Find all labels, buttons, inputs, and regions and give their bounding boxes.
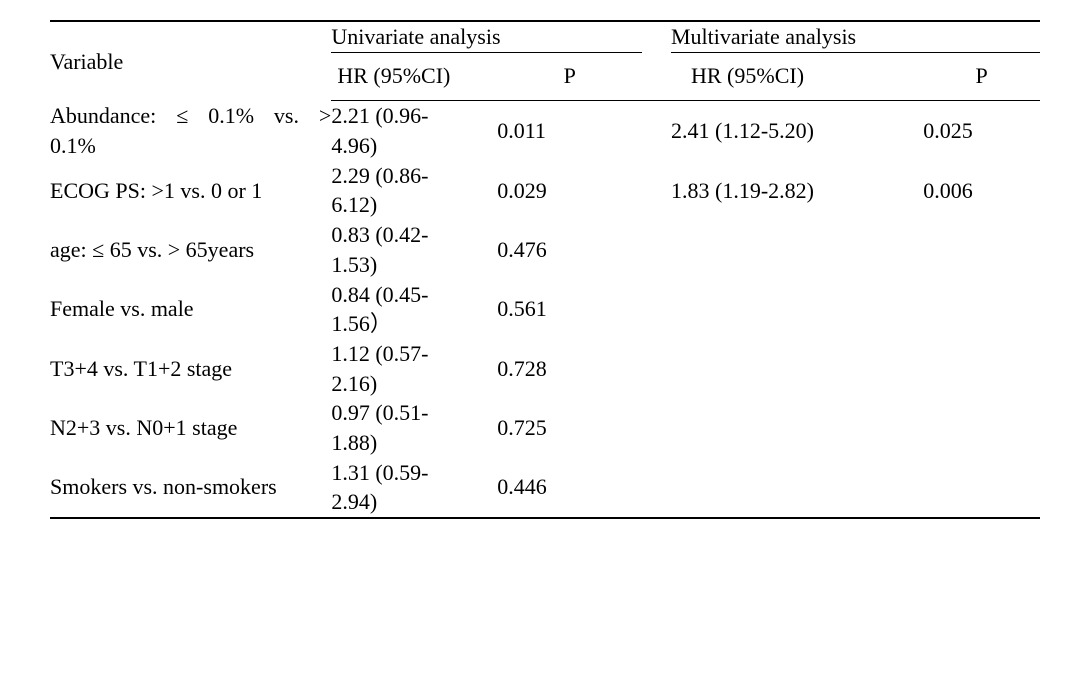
- cell-univariate-p: 0.011: [497, 101, 642, 161]
- cell-variable: Abundance: ≤ 0.1% vs. >0.1%: [50, 101, 331, 161]
- cell-gap: [642, 280, 671, 339]
- header-multivariate-hr: HR (95%CI): [671, 52, 923, 101]
- header-multivariate: Multivariate analysis: [671, 21, 1040, 52]
- univariate-hr-value: 0.97 (0.51-: [331, 398, 481, 428]
- variable-text: Female vs. male: [50, 294, 331, 324]
- univariate-hr-value: 2.16): [331, 369, 481, 399]
- page: Variable Univariate analysis Multivariat…: [0, 0, 1080, 689]
- cell-multivariate-hr: [671, 339, 923, 398]
- cell-multivariate-hr: 2.41 (1.12-5.20): [671, 101, 923, 161]
- cell-multivariate-p: [923, 458, 1040, 518]
- cell-univariate-hr: 2.21 (0.96-4.96): [331, 101, 497, 161]
- header-univariate-hr: HR (95%CI): [331, 52, 497, 101]
- cell-multivariate-hr: [671, 220, 923, 279]
- univariate-hr-value: 2.94): [331, 487, 481, 517]
- cell-variable: Smokers vs. non-smokers: [50, 458, 331, 518]
- cell-multivariate-hr: [671, 458, 923, 518]
- cell-multivariate-p: 0.025: [923, 101, 1040, 161]
- cell-univariate-hr: 0.97 (0.51-1.88): [331, 398, 497, 457]
- cell-multivariate-hr: [671, 398, 923, 457]
- variable-text: N2+3 vs. N0+1 stage: [50, 413, 331, 443]
- table-row: N2+3 vs. N0+1 stage0.97 (0.51-1.88)0.725: [50, 398, 1040, 457]
- cell-multivariate-p: [923, 280, 1040, 339]
- univariate-hr-value: 4.96): [331, 131, 481, 161]
- cell-gap: [642, 458, 671, 518]
- cell-multivariate-hr: [671, 280, 923, 339]
- analysis-table: Variable Univariate analysis Multivariat…: [50, 20, 1040, 519]
- cell-multivariate-p: 0.006: [923, 161, 1040, 220]
- cell-univariate-p: 0.561: [497, 280, 642, 339]
- header-gap: [642, 21, 671, 52]
- variable-text: age: ≤ 65 vs. > 65years: [50, 235, 331, 265]
- variable-text: Smokers vs. non-smokers: [50, 472, 331, 502]
- cell-multivariate-hr: 1.83 (1.19-2.82): [671, 161, 923, 220]
- cell-multivariate-p: [923, 339, 1040, 398]
- univariate-hr-value: 2.21 (0.96-: [331, 101, 481, 131]
- univariate-hr-value: 1.31 (0.59-: [331, 458, 481, 488]
- cell-univariate-p: 0.725: [497, 398, 642, 457]
- univariate-hr-value: 1.12 (0.57-: [331, 339, 481, 369]
- table-row: T3+4 vs. T1+2 stage1.12 (0.57-2.16)0.728: [50, 339, 1040, 398]
- cell-gap: [642, 220, 671, 279]
- header-variable: Variable: [50, 21, 331, 101]
- table-row: Smokers vs. non-smokers1.31 (0.59-2.94)0…: [50, 458, 1040, 518]
- cell-univariate-p: 0.728: [497, 339, 642, 398]
- univariate-hr-value: 1.88): [331, 428, 481, 458]
- cell-variable: ECOG PS: >1 vs. 0 or 1: [50, 161, 331, 220]
- variable-text: T3+4 vs. T1+2 stage: [50, 354, 331, 384]
- table-body: Abundance: ≤ 0.1% vs. >0.1%2.21 (0.96-4.…: [50, 101, 1040, 518]
- cell-gap: [642, 161, 671, 220]
- univariate-hr-value: 2.29 (0.86-: [331, 161, 481, 191]
- table-row: Abundance: ≤ 0.1% vs. >0.1%2.21 (0.96-4.…: [50, 101, 1040, 161]
- cell-gap: [642, 101, 671, 161]
- cell-variable: age: ≤ 65 vs. > 65years: [50, 220, 331, 279]
- cell-variable: Female vs. male: [50, 280, 331, 339]
- univariate-hr-value: 6.12): [331, 190, 481, 220]
- table-row: ECOG PS: >1 vs. 0 or 12.29 (0.86-6.12)0.…: [50, 161, 1040, 220]
- variable-text: ECOG PS: >1 vs. 0 or 1: [50, 176, 331, 206]
- cell-univariate-hr: 0.84 (0.45-1.56）: [331, 280, 497, 339]
- cell-variable: N2+3 vs. N0+1 stage: [50, 398, 331, 457]
- cell-univariate-p: 0.446: [497, 458, 642, 518]
- cell-multivariate-p: [923, 398, 1040, 457]
- cell-variable: T3+4 vs. T1+2 stage: [50, 339, 331, 398]
- cell-univariate-hr: 0.83 (0.42-1.53): [331, 220, 497, 279]
- cell-gap: [642, 398, 671, 457]
- table-header: Variable Univariate analysis Multivariat…: [50, 21, 1040, 101]
- cell-univariate-hr: 1.31 (0.59-2.94): [331, 458, 497, 518]
- cell-univariate-hr: 1.12 (0.57-2.16): [331, 339, 497, 398]
- cell-univariate-hr: 2.29 (0.86-6.12): [331, 161, 497, 220]
- univariate-hr-value: 1.53): [331, 250, 481, 280]
- header-multivariate-p: P: [923, 52, 1040, 101]
- table-row: age: ≤ 65 vs. > 65years0.83 (0.42-1.53)0…: [50, 220, 1040, 279]
- univariate-hr-value: 0.84 (0.45-: [331, 280, 481, 310]
- cell-gap: [642, 339, 671, 398]
- cell-univariate-p: 0.029: [497, 161, 642, 220]
- univariate-hr-value: 0.83 (0.42-: [331, 220, 481, 250]
- variable-text: Abundance: ≤ 0.1% vs. >: [50, 101, 331, 131]
- variable-text: 0.1%: [50, 131, 331, 161]
- univariate-hr-value: 1.56）: [331, 309, 481, 339]
- table-row: Female vs. male0.84 (0.45-1.56）0.561: [50, 280, 1040, 339]
- header-gap-2: [642, 52, 671, 101]
- header-univariate-p: P: [497, 52, 642, 101]
- cell-univariate-p: 0.476: [497, 220, 642, 279]
- cell-multivariate-p: [923, 220, 1040, 279]
- header-univariate: Univariate analysis: [331, 21, 642, 52]
